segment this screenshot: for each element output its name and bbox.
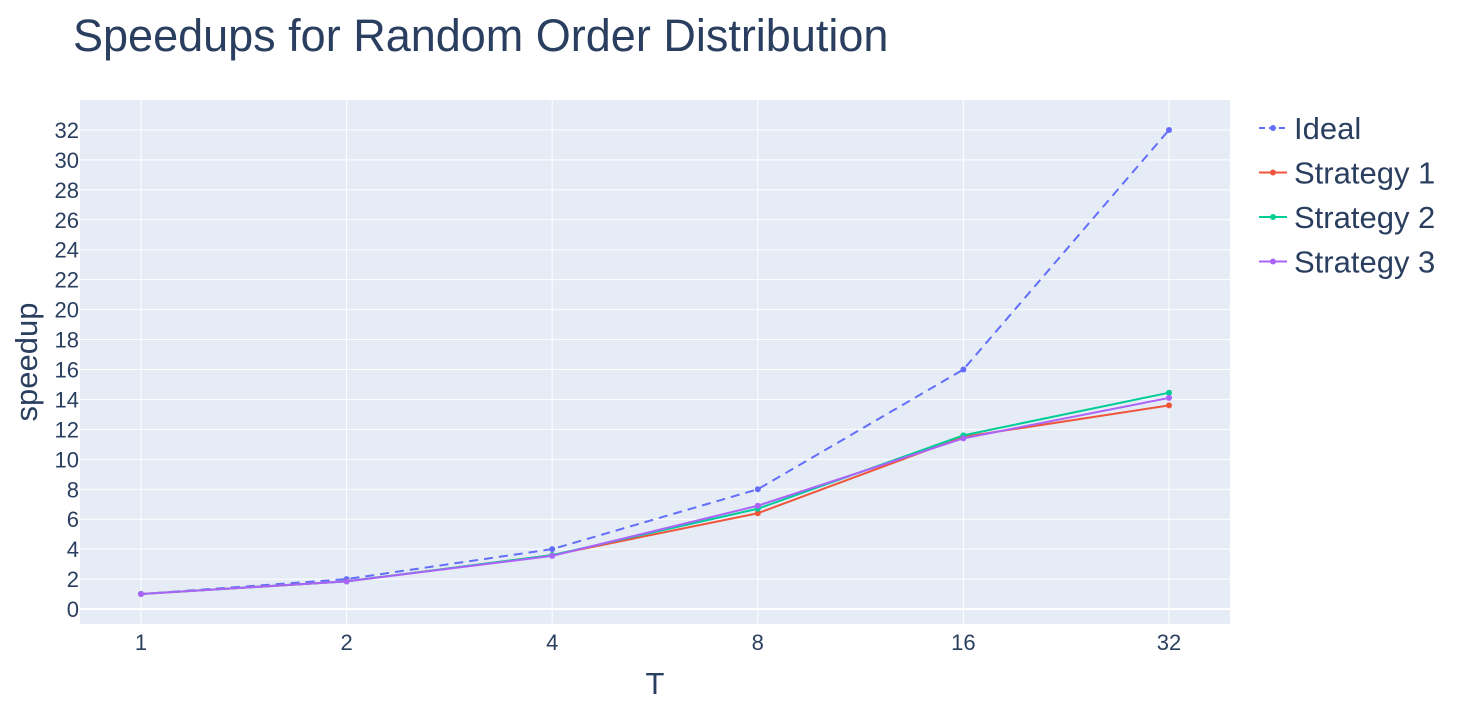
- y-tick-label: 6: [67, 507, 79, 532]
- legend-marker: [1270, 214, 1276, 220]
- legend-label: Ideal: [1294, 111, 1361, 146]
- data-point-ideal: [754, 486, 761, 493]
- series-lines: [140, 129, 1170, 596]
- data-point-strategy-3: [754, 502, 761, 509]
- y-tick-label: 26: [55, 208, 79, 233]
- legend-marker: [1270, 125, 1276, 131]
- legend[interactable]: Ideal Strategy 1 Strategy 2 Strategy 3: [1259, 111, 1435, 280]
- y-tick-label: 20: [55, 298, 79, 323]
- chart-title: Speedups for Random Order Distribution: [73, 10, 888, 61]
- x-tick-label: 32: [1157, 630, 1181, 655]
- legend-label: Strategy 2: [1294, 200, 1435, 235]
- data-point-strategy-3: [549, 552, 556, 559]
- legend-item-ideal[interactable]: Ideal: [1259, 111, 1361, 146]
- data-point-strategy-3: [343, 578, 350, 585]
- data-point-strategy-3: [960, 435, 967, 442]
- legend-marker: [1270, 169, 1276, 176]
- x-tick-label: 2: [340, 630, 352, 655]
- data-point-strategy-3: [138, 591, 144, 598]
- x-tick-labels: 1 2 4 8 16 32: [135, 630, 1181, 655]
- data-point-strategy-1: [1166, 402, 1172, 409]
- plot-area: [80, 100, 1230, 624]
- legend-item-strategy-1[interactable]: Strategy 1: [1259, 156, 1435, 191]
- y-tick-label: 12: [55, 417, 79, 442]
- data-point-strategy-1: [754, 510, 761, 517]
- y-tick-label: 24: [55, 238, 79, 263]
- data-point-strategy-3: [1166, 394, 1172, 401]
- x-tick-label: 8: [752, 630, 764, 655]
- legend-marker: [1270, 258, 1276, 265]
- data-point-ideal: [1166, 126, 1172, 133]
- legend-label: Strategy 1: [1294, 156, 1435, 191]
- y-tick-label: 16: [55, 357, 79, 382]
- series-points: [138, 126, 1172, 598]
- gridlines: [80, 100, 1230, 624]
- legend-item-strategy-3[interactable]: Strategy 3: [1259, 245, 1435, 280]
- y-tick-label: 18: [55, 328, 79, 353]
- y-tick-label: 32: [55, 118, 79, 143]
- y-tick-label: 4: [67, 537, 79, 562]
- y-tick-label: 28: [55, 178, 79, 203]
- y-tick-label: 10: [55, 447, 79, 472]
- x-axis-title: T: [646, 666, 665, 701]
- y-tick-label: 22: [55, 268, 79, 293]
- data-point-ideal: [549, 546, 556, 553]
- y-tick-label: 8: [67, 477, 79, 502]
- y-tick-label: 30: [55, 148, 79, 173]
- y-tick-label: 2: [67, 567, 79, 592]
- y-tick-label: 14: [55, 387, 79, 412]
- data-point-strategy-2: [1166, 389, 1172, 396]
- y-axis-title: speedup: [9, 303, 44, 422]
- y-tick-label: 0: [67, 597, 79, 622]
- series-line-strategy-3: [140, 396, 1170, 596]
- legend-item-strategy-2[interactable]: Strategy 2: [1259, 200, 1435, 235]
- x-tick-label: 4: [546, 630, 558, 655]
- series-line-ideal: [140, 129, 1170, 596]
- legend-label: Strategy 3: [1294, 245, 1435, 280]
- x-tick-label: 1: [135, 630, 147, 655]
- x-tick-label: 16: [951, 630, 975, 655]
- data-point-ideal: [960, 366, 967, 373]
